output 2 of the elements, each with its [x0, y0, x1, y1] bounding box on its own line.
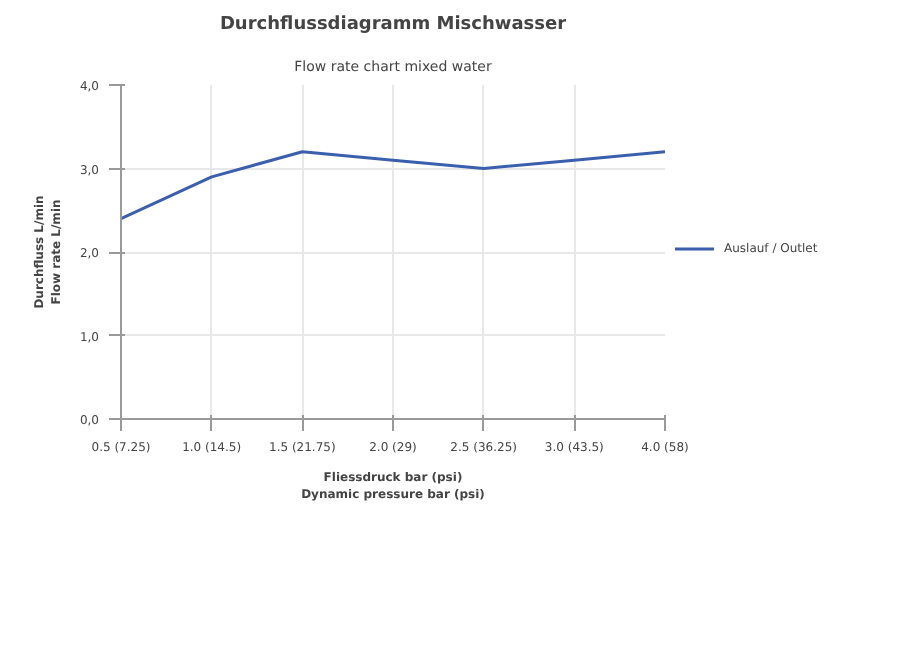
line-series — [121, 150, 665, 221]
chart-title: Durchflussdiagramm Mischwasser — [219, 15, 568, 35]
